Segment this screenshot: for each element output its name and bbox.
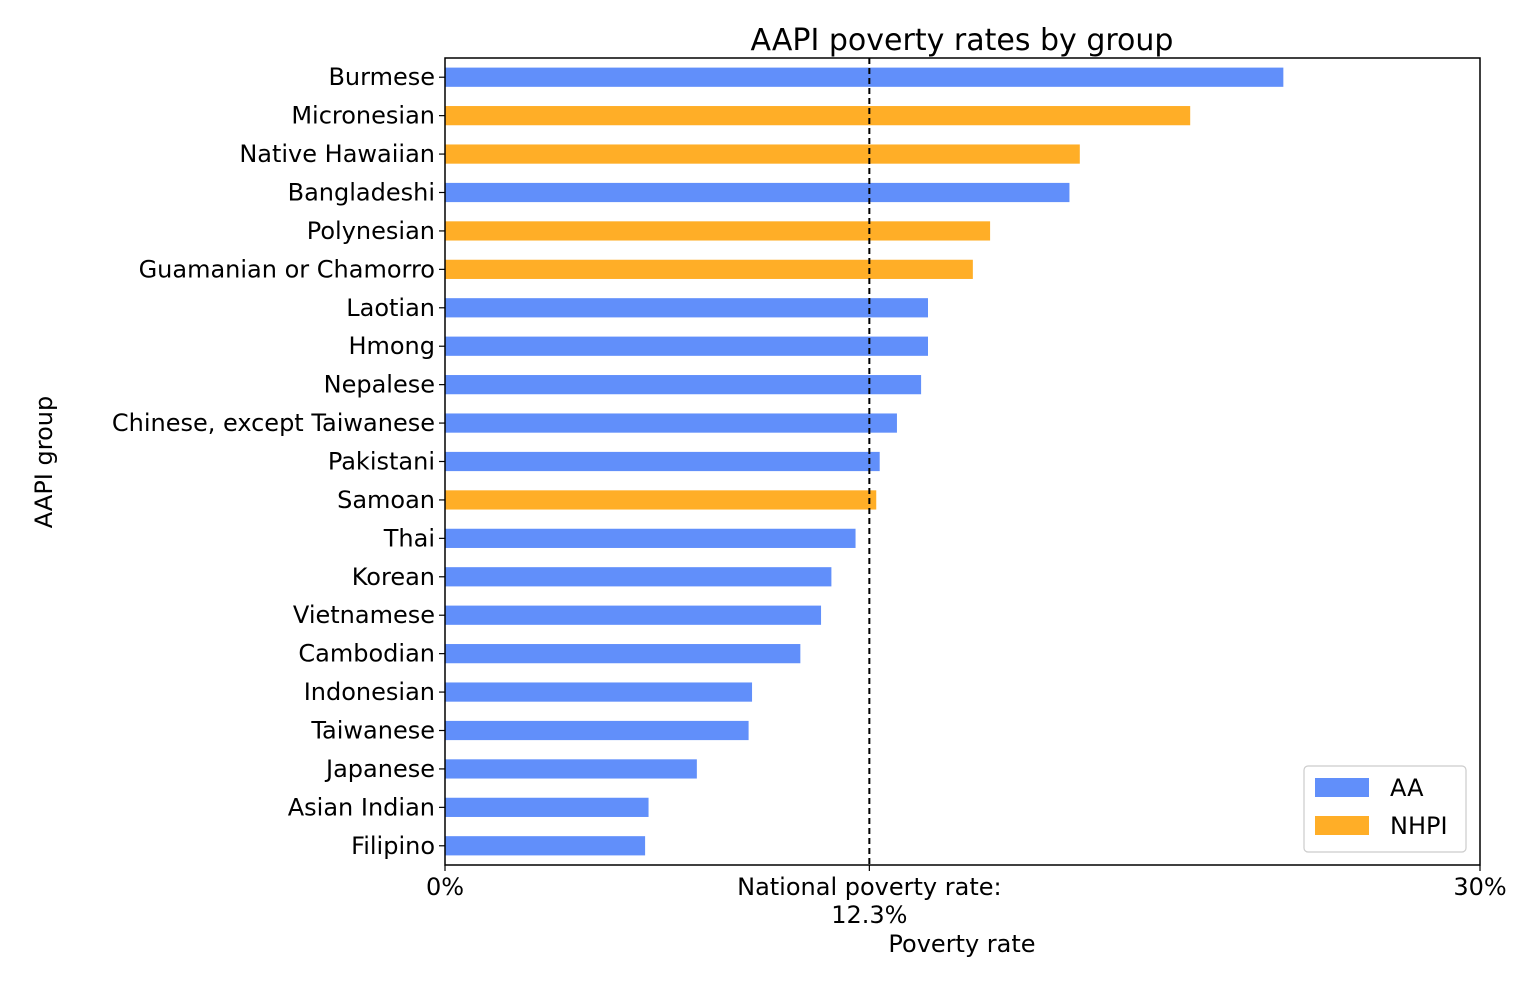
bar-nepalese bbox=[445, 375, 922, 395]
y-tick-label: Micronesian bbox=[291, 102, 435, 130]
y-tick-label: Taiwanese bbox=[310, 717, 435, 745]
y-tick-label: Guamanian or Chamorro bbox=[139, 255, 435, 283]
bar-thai bbox=[445, 528, 856, 548]
y-tick-label: Vietnamese bbox=[293, 601, 435, 629]
y-tick-label: Indonesian bbox=[304, 678, 435, 706]
y-tick-label: Pakistani bbox=[328, 448, 435, 476]
y-tick-label: Burmese bbox=[328, 63, 435, 91]
bar-samoan bbox=[445, 490, 877, 510]
bar-laotian bbox=[445, 298, 928, 318]
x-tick-label: 12.3% bbox=[831, 901, 907, 929]
y-tick-label: Chinese, except Taiwanese bbox=[112, 409, 435, 437]
y-tick-label: Cambodian bbox=[298, 640, 435, 668]
bar-cambodian bbox=[445, 644, 801, 664]
x-tick-label: 30% bbox=[1453, 873, 1506, 901]
y-tick-label: Japanese bbox=[324, 755, 435, 783]
x-tick-label: National poverty rate: bbox=[737, 873, 1001, 901]
bar-bangladeshi bbox=[445, 182, 1070, 203]
chart-title: AAPI poverty rates by group bbox=[751, 23, 1174, 58]
bar-vietnamese bbox=[445, 605, 822, 625]
y-tick-label: Laotian bbox=[346, 294, 435, 322]
y-tick-label: Hmong bbox=[348, 332, 435, 360]
y-tick-label: Nepalese bbox=[324, 371, 435, 399]
x-tick-label: 0% bbox=[426, 873, 464, 901]
y-tick-label: Korean bbox=[352, 563, 435, 591]
bar-chinese-except-taiwanese bbox=[445, 413, 897, 433]
bar-native-hawaiian bbox=[445, 144, 1080, 164]
legend-label-aa: AA bbox=[1390, 774, 1424, 802]
bar-micronesian bbox=[445, 106, 1191, 126]
y-axis-label: AAPI group bbox=[30, 396, 58, 528]
legend-label-nhpi: NHPI bbox=[1390, 812, 1448, 840]
legend-swatch-nhpi bbox=[1315, 816, 1369, 835]
bar-taiwanese bbox=[445, 720, 749, 741]
x-axis-label: Poverty rate bbox=[888, 930, 1035, 958]
bar-filipino bbox=[445, 836, 646, 856]
legend-swatch-aa bbox=[1315, 778, 1369, 797]
plot-frame bbox=[444, 57, 1481, 866]
legend: AA NHPI bbox=[1303, 765, 1467, 853]
bar-polynesian bbox=[445, 221, 991, 241]
bar-guamanian-or-chamorro bbox=[445, 259, 973, 279]
bar-korean bbox=[445, 567, 832, 587]
bar-burmese bbox=[445, 67, 1284, 87]
bar-asian-indian bbox=[445, 797, 649, 817]
bar-japanese bbox=[445, 759, 697, 779]
bar-hmong bbox=[445, 336, 928, 356]
y-tick-label: Polynesian bbox=[307, 217, 435, 245]
y-tick-label: Samoan bbox=[337, 486, 435, 514]
y-tick-label: Filipino bbox=[351, 832, 435, 860]
bar-pakistani bbox=[445, 451, 880, 472]
y-tick-label: Asian Indian bbox=[288, 793, 435, 821]
y-tick-label: Thai bbox=[383, 524, 435, 552]
bar-indonesian bbox=[445, 682, 753, 702]
y-tick-label: Bangladeshi bbox=[288, 179, 435, 207]
y-tick-label: Native Hawaiian bbox=[239, 140, 435, 168]
